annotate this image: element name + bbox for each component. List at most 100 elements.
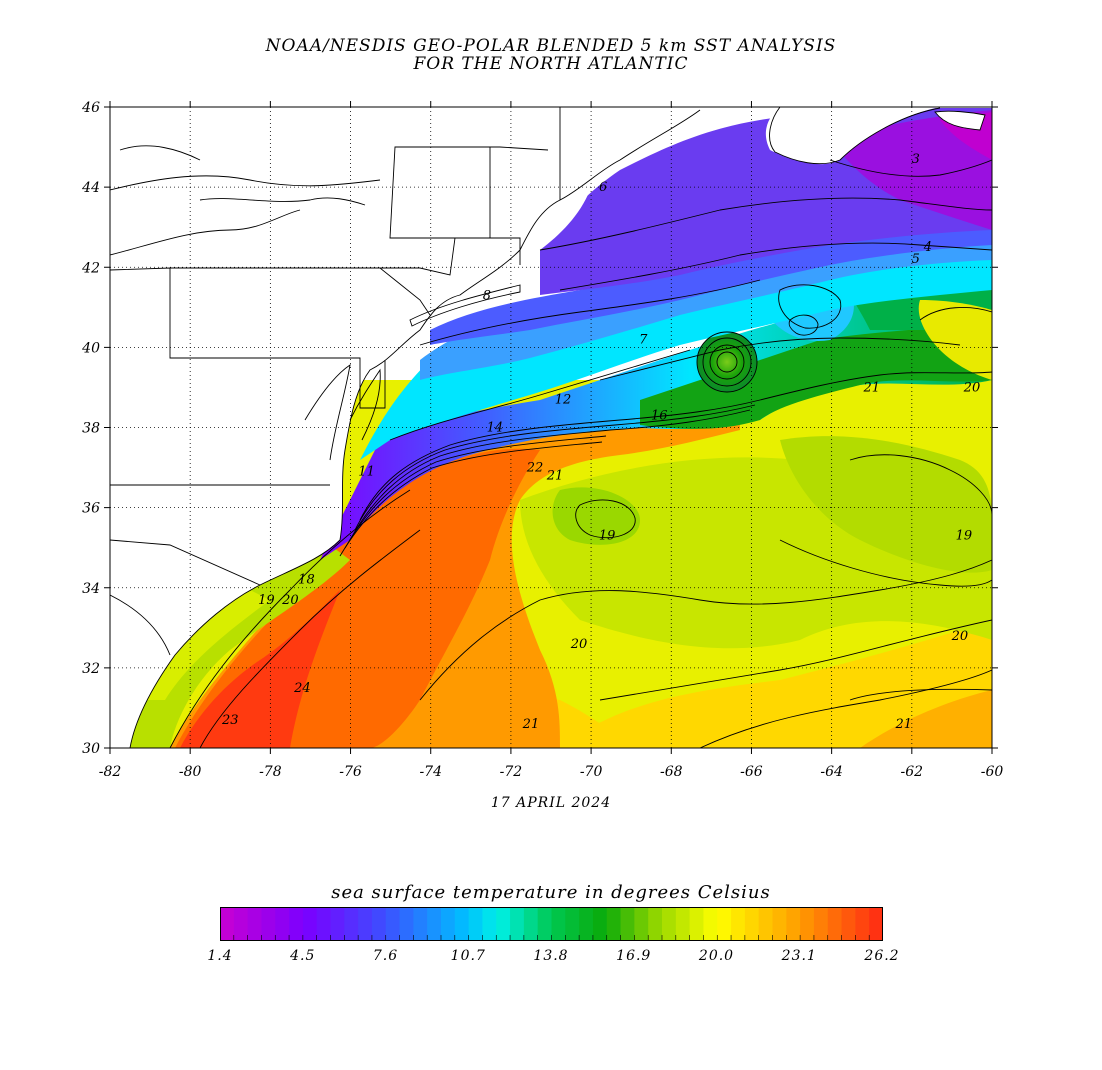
colorbar-label: 7.6 [372,948,399,964]
colorbar-swatch [344,907,359,941]
contour-label: 14 [487,421,504,436]
colorbar-title: sea surface temperature in degrees Celsi… [331,882,771,903]
colorbar-swatch [855,907,870,941]
contour-label: 7 [639,332,648,347]
contour-label: 21 [862,380,880,395]
colorbar-swatch [523,907,539,941]
colorbar-swatch [289,907,304,941]
lon-tick-label: -70 [580,764,603,780]
colorbar-swatch [758,907,773,941]
lat-tick-label: 34 [82,581,100,597]
colorbar-swatch [413,907,428,941]
contour-label: 3 [912,152,920,167]
colorbar-label: 13.8 [533,948,569,964]
analysis-date: 17 APRIL 2024 [490,795,612,811]
colorbar-swatch [634,907,649,941]
colorbar-swatch [731,907,746,941]
colorbar-swatch [468,907,483,941]
contour-label: 16 [651,408,668,423]
contour-label: 20 [951,629,969,644]
lat-tick-label: 40 [81,340,100,356]
lon-tick-label: -74 [419,764,442,780]
contour-label: 18 [298,573,315,588]
contour-label: 8 [483,288,491,303]
colorbar-swatch [427,907,442,941]
colorbar-swatch [371,907,387,941]
lon-tick-label: -82 [99,764,122,780]
contour-label: 21 [522,717,540,732]
contour-label: 19 [599,529,616,544]
colorbar-swatch [261,907,276,941]
lat-tick-label: 38 [82,421,100,437]
colorbar-swatch [385,907,401,941]
lat-tick-label: 36 [82,501,100,517]
colorbar-swatch [620,907,635,941]
lon-tick-label: -80 [179,764,202,780]
colorbar-swatch [703,907,718,941]
longitude-labels: -82 -80 -78 -76 -74 -72 -70 -68 -66 -64 -62 -60 [99,764,1004,780]
lon-tick-label: -64 [820,764,843,780]
sst-contours [169,159,992,748]
colorbar-swatch [454,907,470,941]
colorbar-swatch [662,907,677,941]
colorbar-swatch [441,907,456,941]
axis-ticks [104,101,998,754]
colorbar-swatch [689,907,704,941]
colorbar-swatch [275,907,290,941]
lon-tick-label: -68 [660,764,683,780]
contour-label: 20 [570,637,588,652]
lon-tick-label: -76 [339,764,362,780]
map-grid [110,107,992,748]
colorbar-swatch [869,907,883,941]
colorbar-swatch [399,907,414,941]
colorbar-swatch [565,907,580,941]
colorbar-label: 20.0 [698,948,735,964]
colorbar-swatch [579,907,594,941]
colorbar-swatch [827,907,843,941]
colorbar-swatch [592,907,608,941]
colorbar-label: 23.1 [781,948,817,964]
colorbar-swatch [482,907,497,941]
lon-tick-label: -62 [901,764,924,780]
colorbar-swatch [220,907,235,941]
contour-label: 5 [912,252,920,267]
colorbar-swatch [302,907,318,941]
contour-label: 21 [895,717,913,732]
colorbar-swatch [551,907,566,941]
colorbar-swatch [675,907,691,941]
colorbar-label: 26.2 [864,948,900,964]
colorbar-swatch [772,907,787,941]
colorbar-swatch [717,907,732,941]
lon-tick-label: -60 [981,764,1004,780]
colorbar-swatch [510,907,525,941]
colorbar-swatch [247,907,262,941]
colorbar-swatch [537,907,552,941]
map-subtitle: FOR THE NORTH ATLANTIC [413,54,689,74]
lat-tick-label: 42 [81,260,100,276]
colorbar-swatch [648,907,663,941]
contour-label: 20 [281,593,299,608]
colorbar-swatch [233,907,249,941]
contour-label: 12 [555,392,572,407]
lon-tick-label: -72 [500,764,523,780]
contour-label: 11 [358,465,375,480]
colorbar [220,907,883,941]
colorbar-swatch [496,907,511,941]
latitude-labels: 30 32 34 36 38 40 42 44 46 [81,100,100,757]
colorbar-swatch [800,907,815,941]
colorbar-swatch [316,907,331,941]
lat-tick-label: 30 [82,741,100,757]
contour-label: 19 [258,593,275,608]
map-title: NOAA/NESDIS GEO-POLAR BLENDED 5 km SST A… [265,36,837,56]
lat-tick-label: 32 [82,661,100,677]
lat-tick-label: 44 [81,180,100,196]
lon-tick-label: -78 [259,764,282,780]
colorbar-swatch [813,907,829,941]
colorbar-label: 10.7 [450,948,486,964]
colorbar-label: 1.4 [207,948,233,964]
contour-label: 23 [221,713,239,728]
colorbar-swatch [786,907,801,941]
contour-label: 22 [526,461,544,476]
lon-tick-label: -66 [740,764,763,780]
